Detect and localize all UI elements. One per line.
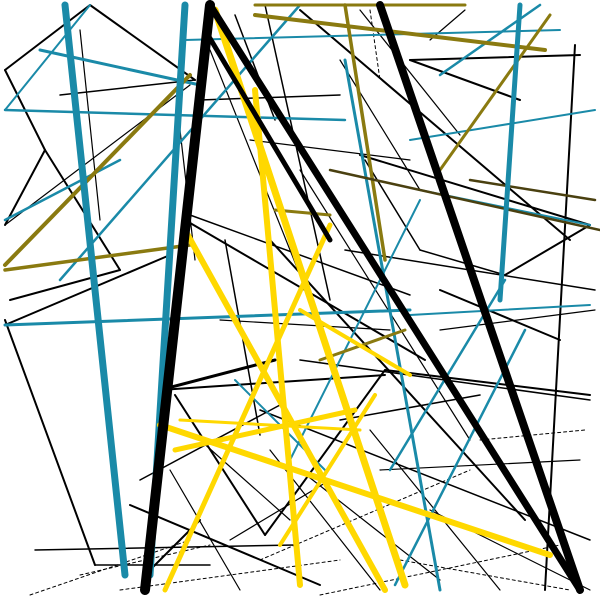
line-segment bbox=[172, 407, 358, 453]
line-segment bbox=[359, 154, 591, 226]
line-segment bbox=[409, 109, 596, 141]
line-segment bbox=[343, 58, 442, 592]
line-segment bbox=[38, 48, 202, 87]
line-segment bbox=[4, 149, 46, 226]
medium-lines-layer bbox=[3, 3, 600, 592]
line-segment bbox=[178, 418, 362, 432]
line-segment bbox=[479, 429, 586, 441]
line-segment bbox=[4, 4, 91, 111]
line-segment bbox=[299, 9, 571, 241]
line-segment bbox=[343, 3, 387, 262]
line-segment bbox=[249, 139, 411, 161]
line-segment bbox=[289, 199, 421, 461]
line-segment bbox=[182, 227, 388, 593]
line-segment bbox=[189, 214, 411, 296]
line-segment bbox=[409, 304, 591, 316]
line-segment bbox=[269, 239, 526, 521]
line-segment bbox=[438, 13, 552, 172]
line-segment bbox=[169, 469, 241, 591]
line-segment bbox=[299, 469, 441, 581]
line-segment bbox=[219, 319, 391, 331]
line-segment bbox=[379, 459, 581, 471]
line-segment bbox=[44, 149, 121, 271]
line-segment bbox=[439, 289, 561, 341]
line-segment bbox=[3, 158, 122, 222]
line-segment bbox=[162, 222, 333, 593]
line-segment bbox=[79, 29, 101, 221]
line-segment bbox=[184, 29, 561, 41]
line-segment bbox=[3, 73, 192, 267]
line-segment bbox=[439, 309, 596, 331]
line-segment bbox=[202, 27, 333, 243]
line-segment bbox=[4, 254, 171, 326]
line-segment bbox=[29, 539, 191, 596]
line-segment bbox=[34, 544, 296, 551]
line-segment bbox=[4, 4, 91, 71]
line-segment bbox=[364, 159, 421, 251]
line-segment bbox=[119, 559, 341, 591]
line-segment bbox=[384, 369, 591, 396]
line-segment bbox=[369, 429, 501, 591]
line-segment bbox=[89, 4, 196, 81]
line-segment bbox=[468, 178, 597, 202]
line-segment bbox=[4, 319, 96, 566]
line-segment bbox=[158, 358, 277, 392]
line-segment bbox=[140, 0, 215, 595]
line-segment bbox=[376, 1, 584, 594]
line-segment bbox=[409, 59, 521, 101]
line-segment bbox=[9, 269, 121, 301]
line-segment bbox=[211, 6, 409, 589]
line-segment bbox=[319, 544, 561, 596]
line-segment bbox=[157, 422, 553, 558]
line-segment bbox=[419, 249, 506, 276]
line-segment bbox=[3, 308, 412, 327]
line-segment bbox=[59, 79, 196, 96]
line-segment bbox=[369, 9, 381, 81]
line-segment bbox=[504, 224, 591, 276]
line-segment bbox=[497, 2, 523, 303]
line-segment bbox=[328, 168, 600, 232]
thick-lines-layer bbox=[61, 0, 584, 595]
line-segment bbox=[399, 559, 571, 591]
line-segment bbox=[61, 1, 129, 579]
line-segment bbox=[409, 54, 581, 61]
line-segment bbox=[253, 13, 547, 52]
line-segment bbox=[299, 169, 471, 441]
line-segment bbox=[438, 3, 542, 77]
line-segment bbox=[3, 243, 192, 272]
line-segment bbox=[339, 59, 421, 191]
line-segment bbox=[199, 439, 291, 521]
line-segment bbox=[129, 504, 321, 586]
line-segment bbox=[206, 1, 584, 594]
